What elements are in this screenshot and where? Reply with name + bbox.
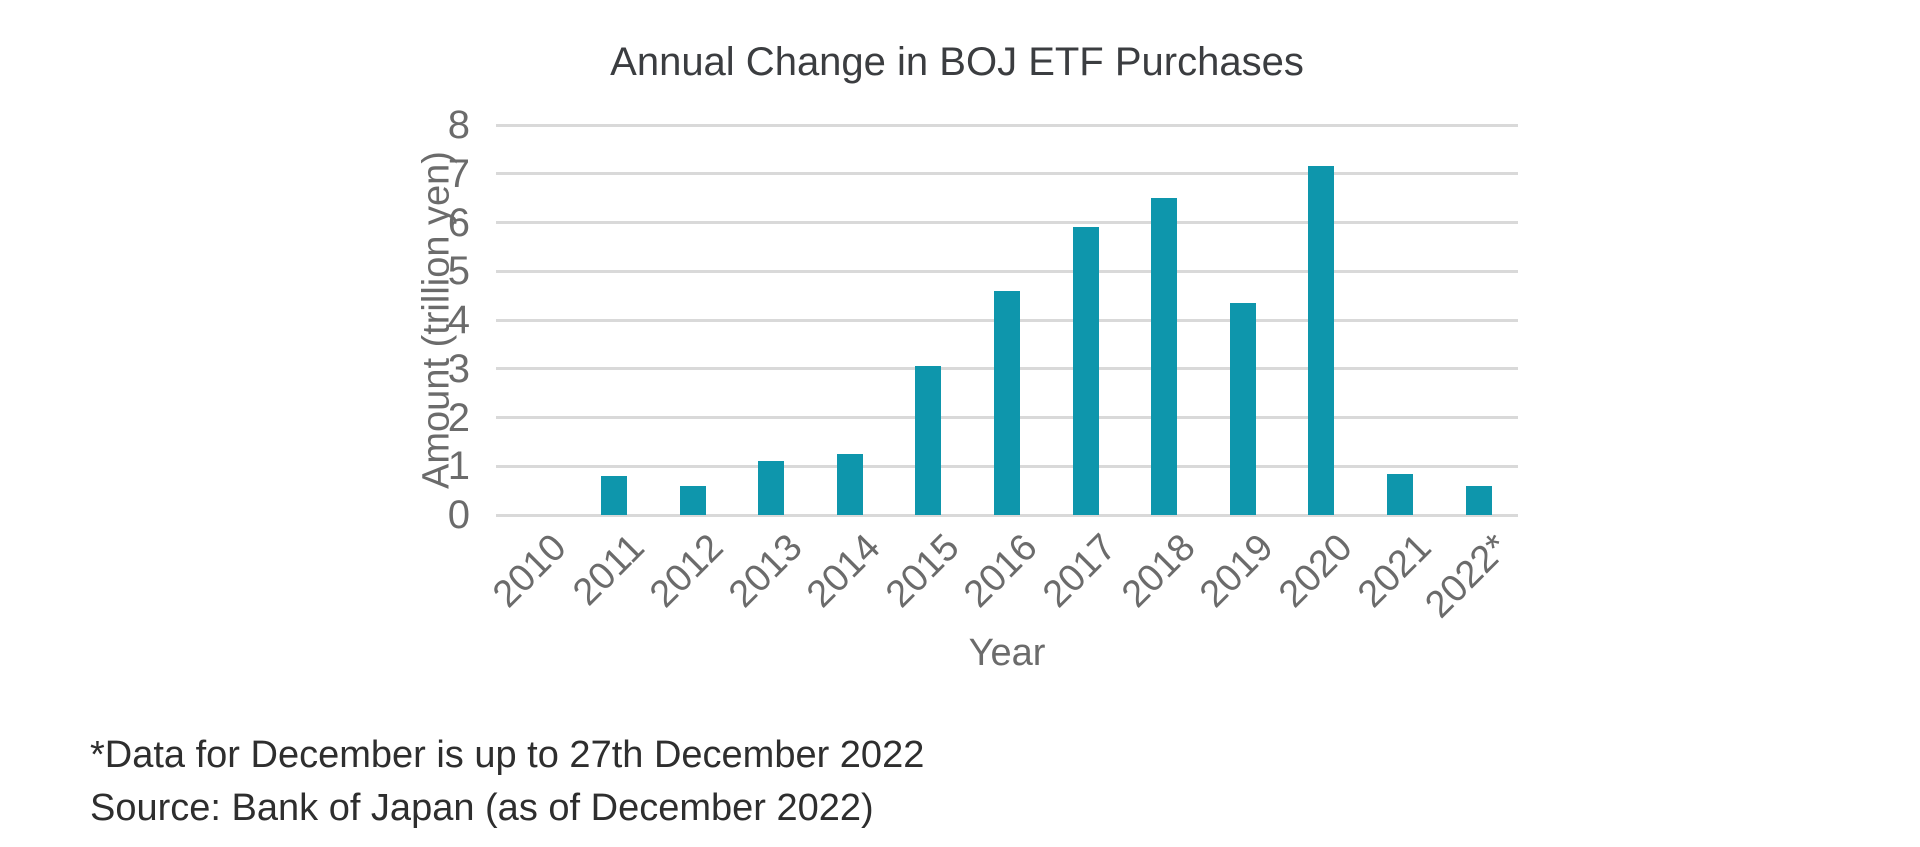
gridline-y-5 xyxy=(496,269,1518,273)
gridline-y-8 xyxy=(496,123,1518,127)
x-axis-tick-label-2017: 2017 xyxy=(1035,526,1125,616)
bar-2016 xyxy=(994,290,1020,515)
x-axis-tick-label-2013: 2013 xyxy=(720,526,811,616)
y-axis-tick-label-3: 3 xyxy=(447,346,470,391)
y-axis-tick-label-5: 5 xyxy=(447,249,470,294)
chart-title: Annual Change in BOJ ETF Purchases xyxy=(610,40,1304,84)
bar-2022 xyxy=(1465,485,1492,515)
x-axis-tick-label-2020: 2020 xyxy=(1270,526,1361,616)
x-axis-tick-label-2010: 2010 xyxy=(484,526,575,616)
bar-2021 xyxy=(1387,473,1414,515)
y-axis-tick-label-6: 6 xyxy=(447,200,470,245)
plot-area xyxy=(496,123,1518,517)
x-axis-tick-label-2015: 2015 xyxy=(877,526,968,616)
y-axis-tick-label-2: 2 xyxy=(447,395,470,440)
bar-2011 xyxy=(600,476,627,515)
y-axis-tick-label-1: 1 xyxy=(447,444,470,489)
x-axis-tick-label-2011: 2011 xyxy=(565,526,653,614)
x-axis-title: Year xyxy=(968,632,1046,674)
bar-2019 xyxy=(1229,302,1256,515)
x-axis-tick-label-2014: 2014 xyxy=(799,526,889,616)
x-axis-tick-label-2016: 2016 xyxy=(956,526,1046,616)
y-axis-tick-label-0: 0 xyxy=(447,493,470,537)
x-axis-tick-label-2022: 2022* xyxy=(1417,526,1518,627)
y-axis-tick-label-4: 4 xyxy=(447,298,470,342)
gridline-y-0 xyxy=(496,513,1518,517)
bar-2014 xyxy=(836,454,863,515)
bar-2020 xyxy=(1308,166,1335,515)
gridline-y-7 xyxy=(496,172,1518,176)
x-axis-tick-label-2012: 2012 xyxy=(642,526,732,616)
bar-2015 xyxy=(915,366,942,515)
x-axis-tick-label-2018: 2018 xyxy=(1113,526,1204,616)
bar-2012 xyxy=(679,485,706,515)
footnote-source: Source: Bank of Japan (as of December 20… xyxy=(90,787,874,829)
bar-2018 xyxy=(1151,198,1178,515)
y-axis-tick-label-8: 8 xyxy=(447,103,470,147)
gridline-y-6 xyxy=(496,221,1518,224)
bar-2017 xyxy=(1072,227,1099,515)
footnote-data-note: *Data for December is up to 27th Decembe… xyxy=(90,734,925,776)
x-axis-tick-label-2019: 2019 xyxy=(1192,526,1282,616)
bar-2013 xyxy=(758,461,785,515)
y-axis-tick-label-7: 7 xyxy=(447,151,470,196)
